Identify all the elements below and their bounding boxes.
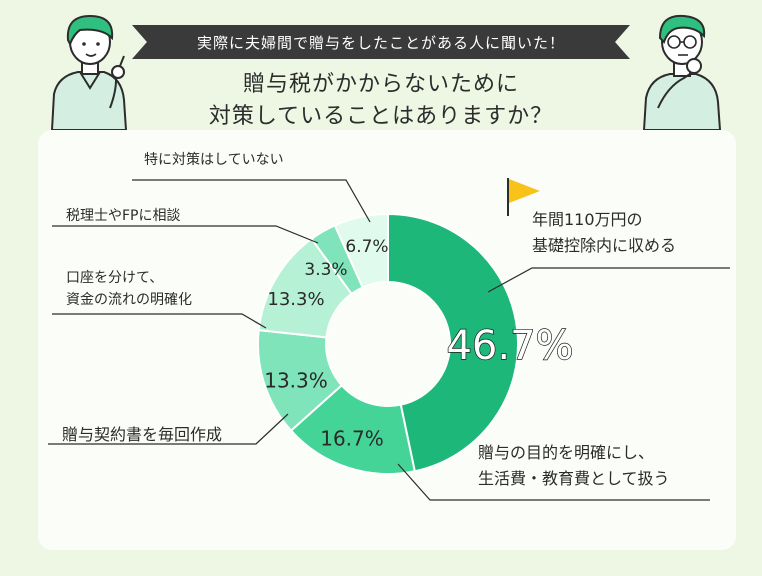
leader-line [132,179,371,223]
slice-value-label: 6.7% [345,237,388,257]
leader-line [52,313,267,329]
leader-line [48,413,289,445]
banner-text: 実際に夫婦間で贈与をしたことがある人に聞いた！ [196,33,565,52]
slice-category-label: 口座を分けて、資金の流れの明確化 [66,270,192,308]
slice-value-label: 46.7% [446,323,573,369]
slice-value-label: 16.7% [320,427,384,451]
leader-line [397,463,710,501]
leader-line [52,225,319,244]
donut-slice [333,212,389,289]
person-pointing-icon [50,14,128,130]
leader-line [487,267,730,293]
chart-card [38,130,736,550]
donut-slice [289,383,416,475]
donut-slice [387,212,520,473]
slice-category-label: 特に対策はしていない [144,151,284,168]
page-title-line-2: 対策していることはありますか？ [208,104,554,129]
slice-category-label: 年間110万円の基礎控除内に収める [532,210,676,255]
page-title-line-1: 贈与税がかからないために [242,72,519,97]
slice-value-label: 3.3% [304,260,347,280]
slice-category-label: 贈与契約書を毎回作成 [62,425,222,444]
survey-banner: 実際に夫婦間で贈与をしたことがある人に聞いた！ [132,25,630,59]
person-thinking-icon [642,14,722,130]
slice-value-label: 13.3% [264,369,328,393]
slice-category-label: 贈与の目的を明確にし、生活費・教育費として扱う [478,443,670,488]
flag-icon [507,178,540,216]
slice-value-label: 13.3% [267,289,324,310]
slice-category-label: 税理士やFPに相談 [66,208,181,224]
